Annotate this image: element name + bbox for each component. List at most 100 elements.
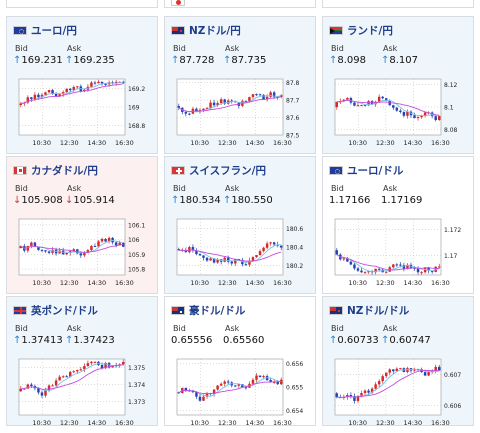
candle-body (65, 88, 68, 92)
ask-value: ↑0.60747 (381, 335, 431, 346)
trend-arrow-icon: ↓ (13, 195, 22, 206)
candle-body (230, 100, 234, 102)
candle-body (335, 393, 339, 398)
price-chart: 1.375 1.374 1.373 10:30 12:30 14:30 16:30 (18, 358, 145, 427)
candle-body (58, 376, 61, 381)
candle-body (413, 115, 416, 119)
rate-card-eur-jpy[interactable]: ユーロ/円 Bid Ask ↑169.231 ↑169.235 169.2 169 168.8… (6, 16, 158, 154)
rate-card-nzd-jpy[interactable]: NZドル/円 Bid Ask ↑87.728 ↑87.735 87.8 87.7 87.6 87… (164, 16, 316, 154)
candle-body (258, 251, 262, 256)
currency-pair-link[interactable]: スイスフラン/円 (189, 164, 267, 177)
currency-pair-link[interactable]: ユーロ/ドル (347, 164, 404, 177)
candle-body (83, 366, 86, 370)
plot-area (176, 78, 284, 136)
candle-body (184, 387, 188, 391)
y-tick-label: 8.08 (444, 127, 458, 134)
candle-body (423, 372, 427, 376)
chart-container[interactable]: 0.607 0.606 10:30 12:30 14:30 16:30 (331, 355, 467, 429)
candle-body (381, 376, 384, 382)
candle-body (265, 243, 269, 248)
rate-card-zar-jpy[interactable]: ランド/円 Bid Ask ↑8.098 ↑8.107 8.12 8.1 8.08 10:30 1… (322, 16, 474, 154)
candle-body (272, 92, 276, 97)
candle-body (51, 385, 54, 387)
candle-body (26, 245, 30, 251)
candle-body (244, 264, 248, 266)
y-tick-label: 87.6 (286, 115, 300, 122)
chart-container[interactable]: 8.12 8.1 8.08 10:30 12:30 14:30 16:30 (331, 75, 467, 149)
candle-body (121, 361, 125, 365)
eu-flag-icon (13, 25, 27, 35)
rate-card-chf-jpy[interactable]: スイスフラン/円 Bid Ask ↑180.534 ↑180.550 180.6 180.4… (164, 156, 316, 294)
currency-pair-link[interactable]: ランド/円 (347, 24, 393, 37)
rate-card-cad-jpy[interactable]: カナダドル/円 Bid Ask ↓105.908 ↓105.914 106.1 106 105… (6, 156, 158, 294)
candle-body (272, 381, 276, 383)
ask-value: ↑169.235 (65, 55, 115, 66)
jp-flag-icon (171, 0, 185, 6)
candle-body (86, 250, 90, 254)
ask-value: 1.17169 (381, 195, 423, 206)
candle-body (356, 268, 360, 271)
candle-body (367, 101, 370, 106)
x-tick-label: 10:30 (348, 279, 367, 287)
chart-container[interactable]: 87.8 87.7 87.6 87.5 10:30 12:30 14:30 16:30 (173, 75, 309, 149)
candle-body (335, 250, 339, 255)
trend-arrow-icon: ↑ (13, 55, 22, 66)
chart-container[interactable]: 1.172 1.17 10:30 12:30 14:30 16:30 (331, 215, 467, 289)
rate-card-aud-usd[interactable]: 豪ドル/ドル Bid Ask 0.65556 0.65560 0.656 0.655 0.65… (164, 296, 316, 429)
card-stub-right[interactable] (322, 0, 474, 8)
candle-body (392, 264, 395, 268)
candle-body (241, 260, 244, 265)
card-stub-mid[interactable] (164, 0, 316, 8)
candle-body (19, 103, 23, 105)
bid-label: Bid (173, 184, 186, 193)
ask-value: ↑180.550 (223, 195, 273, 206)
chart-container[interactable]: 180.6 180.4 180.2 10:30 12:30 14:30 16:30 (173, 215, 309, 289)
candle-body (72, 249, 76, 252)
bid-label: Bid (331, 44, 344, 53)
moving-average-short (336, 254, 440, 273)
candle-body (230, 261, 234, 264)
candle-body (342, 99, 346, 102)
candle-body (97, 241, 100, 247)
x-tick-label: 12:30 (60, 419, 79, 427)
currency-pair-link[interactable]: 英ポンド/ドル (31, 304, 98, 317)
trend-arrow-icon: ↑ (329, 55, 338, 66)
currency-pair-link[interactable]: カナダドル/円 (31, 164, 98, 177)
candle-body (377, 96, 381, 102)
chart-container[interactable]: 106.1 106 105.9 105.8 10:30 12:30 14:30 16:30 (15, 215, 151, 289)
y-tick-label: 0.655 (286, 385, 303, 392)
chart-container[interactable]: 1.375 1.374 1.373 10:30 12:30 14:30 16:30 (15, 355, 151, 429)
ask-value: ↑87.735 (223, 55, 267, 66)
x-tick-label: 16:30 (273, 139, 292, 147)
candle-body (384, 372, 388, 377)
bid-value: ↑1.37413 (13, 335, 63, 346)
currency-pair-link[interactable]: NZドル/円 (189, 24, 241, 37)
currency-pair-link[interactable]: ユーロ/円 (31, 24, 77, 37)
currency-pair-link[interactable]: NZドル/ドル (347, 304, 410, 317)
chart-container[interactable]: 0.656 0.655 0.654 10:30 12:30 14:30 16:30 (173, 355, 309, 429)
moving-average-long (336, 254, 440, 271)
candle-body (202, 255, 205, 258)
candle-body (434, 366, 437, 372)
candle-body (279, 379, 283, 385)
candle-body (30, 384, 33, 386)
candle-body (360, 393, 363, 396)
rate-card-gbp-usd[interactable]: 英ポンド/ドル Bid Ask ↑1.37413 ↑1.37423 1.375 1.374 1… (6, 296, 158, 429)
candle-body (427, 372, 430, 376)
candle-body (86, 363, 90, 367)
currency-pair-link[interactable]: 豪ドル/ドル (189, 304, 246, 317)
chart-container[interactable]: 169.2 169 168.8 10:30 12:30 14:30 16:30 (15, 75, 151, 149)
candle-body (251, 94, 255, 98)
candle-body (437, 366, 441, 371)
candle-body (30, 242, 33, 246)
candle-body (434, 116, 437, 120)
card-stub-left[interactable] (6, 0, 158, 8)
rate-card-nzd-usd[interactable]: NZドル/ドル Bid Ask ↑0.60733 ↑0.60747 0.607 0.606 1… (322, 296, 474, 429)
rate-card-eur-usd[interactable]: ユーロ/ドル Bid Ask 1.17166 1.17169 1.172 1.17 10:30… (322, 156, 474, 294)
candle-body (335, 101, 339, 108)
candle-body (212, 258, 216, 263)
candle-body (226, 381, 230, 383)
trend-arrow-icon: ↓ (65, 195, 74, 206)
candle-body (356, 105, 360, 107)
bid-value: ↑87.728 (171, 55, 215, 66)
